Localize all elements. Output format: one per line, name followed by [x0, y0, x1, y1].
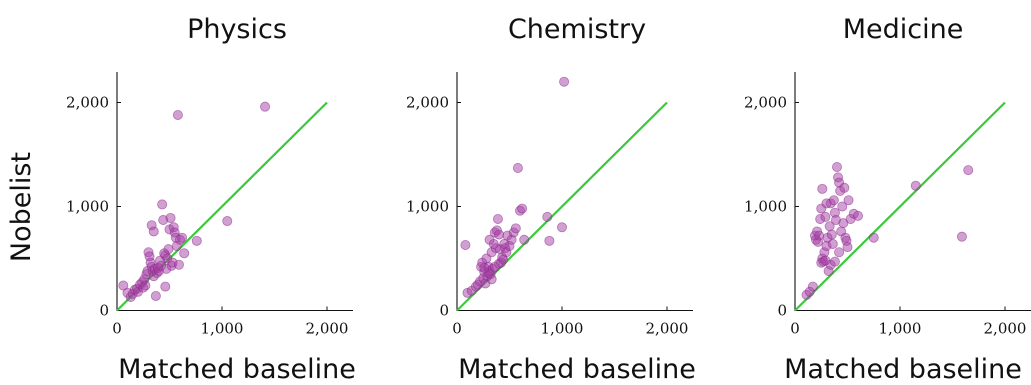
y-tick-label: 2,000 [406, 94, 449, 112]
data-point [834, 247, 845, 258]
data-point [479, 262, 490, 273]
x-axis-title: Matched baseline [118, 354, 356, 385]
x-tick-label: 1,000 [541, 320, 584, 338]
x-tick-label: 1,000 [879, 320, 922, 338]
data-point [868, 232, 879, 243]
data-point [820, 211, 831, 222]
x-tick-label: 2,000 [984, 320, 1027, 338]
data-point [839, 182, 850, 193]
data-point [160, 281, 171, 292]
reference-line [794, 101, 1006, 312]
x-tick-label: 0 [452, 320, 462, 338]
data-point [191, 235, 202, 246]
data-point [148, 226, 159, 237]
data-point [460, 239, 471, 250]
y-tick-label: 2,000 [66, 94, 109, 112]
data-point [493, 229, 504, 240]
data-point [165, 212, 176, 223]
data-point [817, 183, 828, 194]
data-point [956, 231, 967, 242]
x-tick-label: 2,000 [306, 320, 349, 338]
data-point [484, 234, 495, 245]
data-point [820, 255, 831, 266]
panel-title: Medicine [843, 14, 964, 45]
data-point [179, 248, 190, 259]
data-point [492, 213, 503, 224]
data-point [486, 274, 497, 285]
data-point [542, 211, 553, 222]
data-point [829, 256, 840, 267]
data-point [222, 216, 233, 227]
y-axis-title: Nobelist [6, 152, 37, 262]
data-point [517, 203, 528, 214]
data-point [150, 290, 161, 301]
y-tick-label: 1,000 [744, 198, 787, 216]
data-point [489, 261, 500, 272]
data-point [544, 235, 555, 246]
data-point [843, 195, 854, 206]
data-point [842, 242, 853, 253]
data-point [910, 180, 921, 191]
data-point [827, 238, 838, 249]
x-tick-label: 0 [112, 320, 122, 338]
y-tick-label: 0 [99, 302, 109, 320]
data-point [826, 229, 837, 240]
panel-title: Chemistry [508, 14, 646, 45]
y-tick-label: 1,000 [66, 198, 109, 216]
panel-title: Physics [187, 14, 287, 45]
data-point [177, 232, 188, 243]
x-tick-label: 0 [790, 320, 800, 338]
x-tick-label: 1,000 [201, 320, 244, 338]
x-axis-title: Matched baseline [458, 354, 696, 385]
data-point [512, 163, 523, 174]
panel-chemistry: Chemistry 0 1,000 2,000 0 1,000 2,000 Matched b… [406, 14, 696, 385]
data-point [837, 201, 848, 212]
y-tick-label: 0 [439, 302, 449, 320]
panel-medicine: Medicine 0 1,000 2,000 0 1,000 2,000 Matched ba… [744, 14, 1031, 385]
data-point [807, 281, 818, 292]
x-tick-label: 2,000 [646, 320, 689, 338]
data-point [814, 230, 825, 241]
data-point [832, 161, 843, 172]
y-tick-label: 2,000 [744, 94, 787, 112]
data-point [853, 210, 864, 221]
data-point [559, 76, 570, 87]
data-point [173, 259, 184, 270]
data-point [157, 199, 168, 210]
data-point [260, 101, 271, 112]
data-point [557, 222, 568, 233]
data-point [821, 198, 832, 209]
data-point [172, 109, 183, 120]
panel-physics: Physics 0 1,000 2,000 0 1,000 2,000 Matched bas… [66, 14, 356, 385]
data-point [519, 234, 530, 245]
data-point [963, 165, 974, 176]
data-point [163, 244, 174, 255]
y-tick-label: 0 [777, 302, 787, 320]
data-point [510, 223, 521, 234]
y-tick-label: 1,000 [406, 198, 449, 216]
data-point [140, 280, 151, 291]
x-axis-title: Matched baseline [784, 354, 1022, 385]
